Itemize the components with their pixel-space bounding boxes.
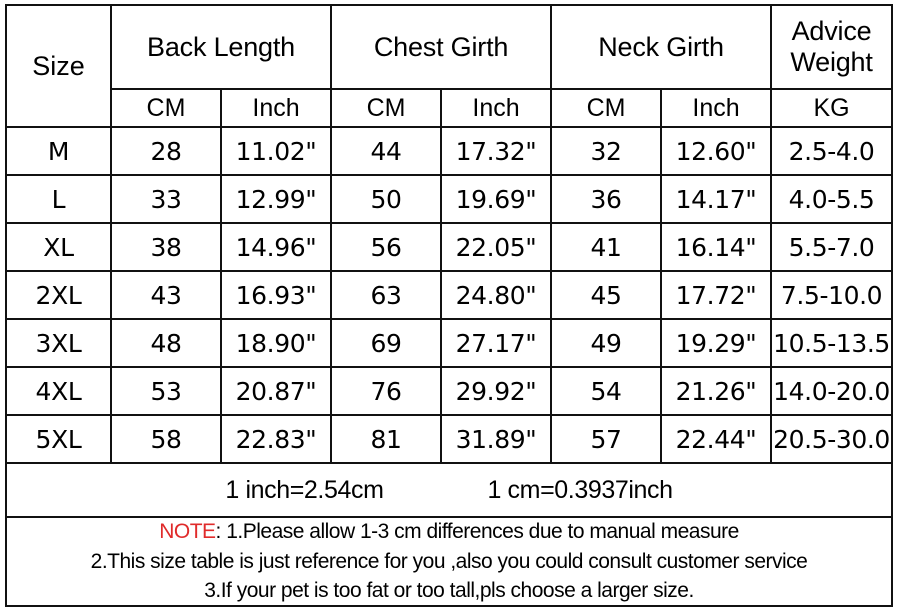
cell-back-inch: 11.02": [219, 126, 333, 176]
header-unit-weight-kg: KG: [770, 88, 894, 128]
cell-weight-kg: 7.5-10.0: [770, 270, 894, 320]
cell-chest-cm: 50: [330, 174, 443, 224]
cell-chest-inch: 29.92": [440, 366, 553, 416]
conversion-row: 1 inch=2.54cm 1 cm=0.3937inch: [4, 462, 894, 518]
cell-chest-inch: 17.32": [440, 126, 553, 176]
cell-neck-inch: 12.60": [660, 126, 773, 176]
cell-back-inch: 16.93": [219, 270, 333, 320]
header-unit-neck-inch: Inch: [660, 88, 773, 128]
cell-weight-kg: 14.0-20.0: [770, 366, 894, 416]
header-size: Size: [5, 4, 112, 128]
cell-neck-inch: 17.72": [660, 270, 773, 320]
cell-chest-cm: 69: [330, 318, 443, 368]
cell-neck-cm: 36: [550, 174, 663, 224]
header-unit-back-cm: CM: [110, 88, 222, 128]
header-unit-neck-cm: CM: [550, 88, 663, 128]
table-row: 5XL 58 22.83" 81 31.89" 57 22.44" 20.5-3…: [5, 414, 894, 464]
cell-chest-inch: 31.89": [440, 414, 553, 464]
table-row: 4XL 53 20.87" 76 29.92" 54 21.26" 14.0-2…: [5, 366, 894, 416]
conversion-inch-to-cm: 1 inch=2.54cm: [225, 475, 384, 504]
cell-weight-kg: 2.5-4.0: [770, 126, 894, 176]
note-row: NOTE: 1.Please allow 1-3 cm differences …: [4, 516, 894, 607]
cell-chest-cm: 63: [330, 270, 443, 320]
cell-size: XL: [5, 222, 112, 272]
header-unit-back-inch: Inch: [219, 88, 333, 128]
conversion-cm-to-inch: 1 cm=0.3937inch: [487, 475, 674, 504]
cell-size: 5XL: [5, 414, 112, 464]
header-group-neck-girth: Neck Girth: [550, 4, 773, 90]
header-group-advice-weight: Advice Weight: [770, 4, 894, 90]
cell-neck-inch: 22.44": [660, 414, 773, 464]
cell-neck-inch: 21.26": [660, 366, 773, 416]
cell-back-cm: 38: [110, 222, 222, 272]
size-chart-table: Size Back Length Chest Girth Neck Girth …: [4, 4, 894, 607]
cell-size: 3XL: [5, 318, 112, 368]
cell-size: 2XL: [5, 270, 112, 320]
cell-weight-kg: 5.5-7.0: [770, 222, 894, 272]
cell-chest-cm: 56: [330, 222, 443, 272]
cell-neck-inch: 16.14": [660, 222, 773, 272]
note-line-3: 3.If your pet is too fat or too tall,pls…: [204, 579, 694, 603]
cell-chest-inch: 27.17": [440, 318, 553, 368]
conversion-cell: 1 inch=2.54cm 1 cm=0.3937inch: [4, 462, 894, 518]
table-row: M 28 11.02" 44 17.32" 32 12.60" 2.5-4.0: [5, 126, 894, 176]
cell-neck-inch: 14.17": [660, 174, 773, 224]
table-row: L 33 12.99" 50 19.69" 36 14.17" 4.0-5.5: [5, 174, 894, 224]
cell-neck-inch: 19.29": [660, 318, 773, 368]
note-keyword: NOTE: [159, 520, 216, 544]
cell-chest-cm: 76: [330, 366, 443, 416]
note-line-1: NOTE: 1.Please allow 1-3 cm differences …: [159, 519, 739, 545]
cell-back-cm: 28: [110, 126, 222, 176]
cell-back-inch: 12.99": [219, 174, 333, 224]
table-row: XL 38 14.96" 56 22.05" 41 16.14" 5.5-7.0: [5, 222, 894, 272]
cell-weight-kg: 10.5-13.5: [770, 318, 894, 368]
header-group-back-length: Back Length: [109, 4, 333, 90]
table-row: 3XL 48 18.90" 69 27.17" 49 19.29" 10.5-1…: [5, 318, 894, 368]
cell-neck-cm: 41: [550, 222, 663, 272]
header-row-groups: Size Back Length Chest Girth Neck Girth …: [5, 4, 894, 128]
cell-chest-cm: 81: [330, 414, 443, 464]
cell-neck-cm: 49: [550, 318, 663, 368]
cell-chest-inch: 22.05": [440, 222, 553, 272]
cell-back-cm: 53: [110, 366, 222, 416]
advice-weight-line1: Advice: [791, 16, 872, 47]
cell-back-inch: 20.87": [219, 366, 333, 416]
note-line-2: 2.This size table is just reference for …: [90, 549, 808, 573]
cell-back-cm: 48: [110, 318, 222, 368]
cell-neck-cm: 57: [550, 414, 663, 464]
cell-back-inch: 18.90": [219, 318, 333, 368]
cell-weight-kg: 4.0-5.5: [770, 174, 894, 224]
cell-size: M: [5, 126, 112, 176]
cell-weight-kg: 20.5-30.0: [770, 414, 894, 464]
cell-back-cm: 33: [110, 174, 222, 224]
cell-chest-inch: 19.69": [440, 174, 553, 224]
cell-neck-cm: 54: [550, 366, 663, 416]
cell-chest-inch: 24.80": [440, 270, 553, 320]
cell-neck-cm: 32: [550, 126, 663, 176]
note-line-1-text: : 1.Please allow 1-3 cm differences due …: [215, 520, 740, 544]
header-group-chest-girth: Chest Girth: [330, 4, 553, 90]
cell-neck-cm: 45: [550, 270, 663, 320]
note-cell: NOTE: 1.Please allow 1-3 cm differences …: [4, 516, 894, 607]
size-chart: Size Back Length Chest Girth Neck Girth …: [4, 4, 894, 607]
cell-size: 4XL: [5, 366, 112, 416]
header-unit-chest-cm: CM: [330, 88, 443, 128]
cell-back-cm: 58: [110, 414, 222, 464]
cell-back-cm: 43: [110, 270, 222, 320]
cell-back-inch: 14.96": [219, 222, 333, 272]
header-row-units: CM Inch CM Inch CM Inch KG: [6, 88, 894, 128]
header-unit-chest-inch: Inch: [440, 88, 553, 128]
advice-weight-line2: Weight: [790, 47, 873, 77]
cell-back-inch: 22.83": [219, 414, 333, 464]
cell-chest-cm: 44: [330, 126, 443, 176]
cell-size: L: [5, 174, 112, 224]
table-row: 2XL 43 16.93" 63 24.80" 45 17.72" 7.5-10…: [5, 270, 894, 320]
